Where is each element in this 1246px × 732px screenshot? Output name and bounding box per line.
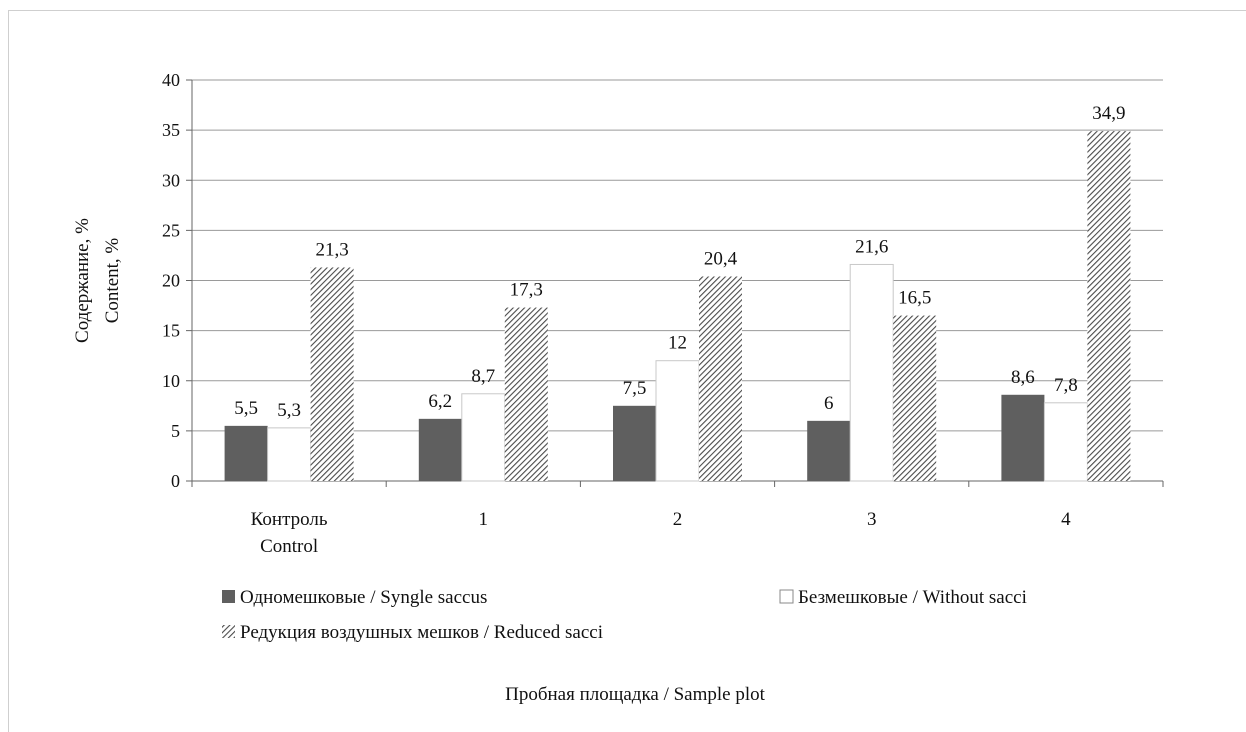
legend-label: Безмешковые / Without sacci bbox=[798, 587, 1027, 608]
bar bbox=[849, 263, 894, 482]
x-tick-label: 1 bbox=[479, 509, 489, 530]
bar-value-label: 7,8 bbox=[1054, 375, 1078, 396]
legend: Одномешковые / Syngle saccus Безмешковые … bbox=[222, 587, 1027, 643]
bar bbox=[655, 360, 700, 482]
y-tick-label: 30 bbox=[162, 170, 180, 190]
bar-value-label: 20,4 bbox=[704, 248, 738, 269]
bar-value-label: 34,9 bbox=[1092, 103, 1125, 124]
legend-label: Редукция воздушных мешков / Reduced sacc… bbox=[240, 622, 603, 643]
y-axis-title: Content, % bbox=[102, 238, 123, 324]
x-axis-title: Пробная площадка / Sample plot bbox=[505, 684, 766, 705]
legend-swatch bbox=[222, 590, 235, 603]
bar-value-label: 16,5 bbox=[898, 288, 931, 309]
x-tick-label: 3 bbox=[867, 509, 877, 530]
legend-swatch bbox=[779, 589, 794, 604]
x-tick-label: 4 bbox=[1061, 509, 1071, 530]
bar-value-label: 17,3 bbox=[510, 280, 543, 301]
y-tick-label: 0 bbox=[171, 471, 180, 491]
legend-label: Одномешковые / Syngle saccus bbox=[240, 587, 487, 608]
y-tick-label: 5 bbox=[171, 421, 180, 441]
bar bbox=[613, 405, 656, 481]
bars bbox=[224, 131, 1131, 482]
bar-value-label: 5,3 bbox=[277, 400, 301, 421]
y-tick-label: 25 bbox=[162, 220, 180, 240]
bar-value-label: 21,6 bbox=[855, 236, 888, 257]
bar-value-label: 21,3 bbox=[315, 239, 348, 260]
y-tick-label: 35 bbox=[162, 120, 180, 140]
bar-value-label: 8,7 bbox=[471, 366, 495, 387]
y-tick-label: 15 bbox=[162, 321, 180, 341]
bar bbox=[807, 420, 851, 481]
bar-value-label: 6 bbox=[824, 393, 834, 414]
bar bbox=[418, 418, 462, 481]
bar bbox=[1001, 394, 1045, 481]
y-tick-label: 40 bbox=[162, 70, 180, 90]
bar bbox=[504, 307, 548, 481]
bar bbox=[310, 267, 354, 481]
x-tick-label: Control bbox=[260, 536, 318, 557]
bar-value-label: 7,5 bbox=[623, 378, 647, 399]
bar bbox=[1043, 402, 1088, 482]
bar bbox=[267, 427, 312, 482]
bar-value-label: 6,2 bbox=[428, 391, 452, 412]
y-tick-label: 10 bbox=[162, 371, 180, 391]
bar-value-label: 12 bbox=[668, 333, 687, 354]
bar bbox=[224, 425, 268, 481]
legend-swatch bbox=[222, 625, 235, 638]
bar bbox=[1087, 131, 1131, 481]
bar bbox=[893, 315, 937, 481]
axis-titles: Пробная площадка / Sample plot Содержание… bbox=[72, 218, 766, 705]
y-tick-label: 20 bbox=[162, 271, 180, 291]
bar bbox=[699, 276, 742, 481]
bar-value-label: 5,5 bbox=[234, 398, 258, 419]
x-tick-label: Контроль bbox=[251, 509, 328, 530]
y-axis-title: Содержание, % bbox=[72, 218, 93, 343]
bar bbox=[461, 393, 506, 482]
data-labels: 5,5 5,3 21,3 6,2 8,7 17,3 7,5 12 20,4 6 21,6 16,5 8,… bbox=[234, 103, 1125, 421]
x-tick-label: 2 bbox=[673, 509, 683, 530]
figure-frame bbox=[8, 10, 1246, 732]
bar-value-label: 8,6 bbox=[1011, 367, 1035, 388]
